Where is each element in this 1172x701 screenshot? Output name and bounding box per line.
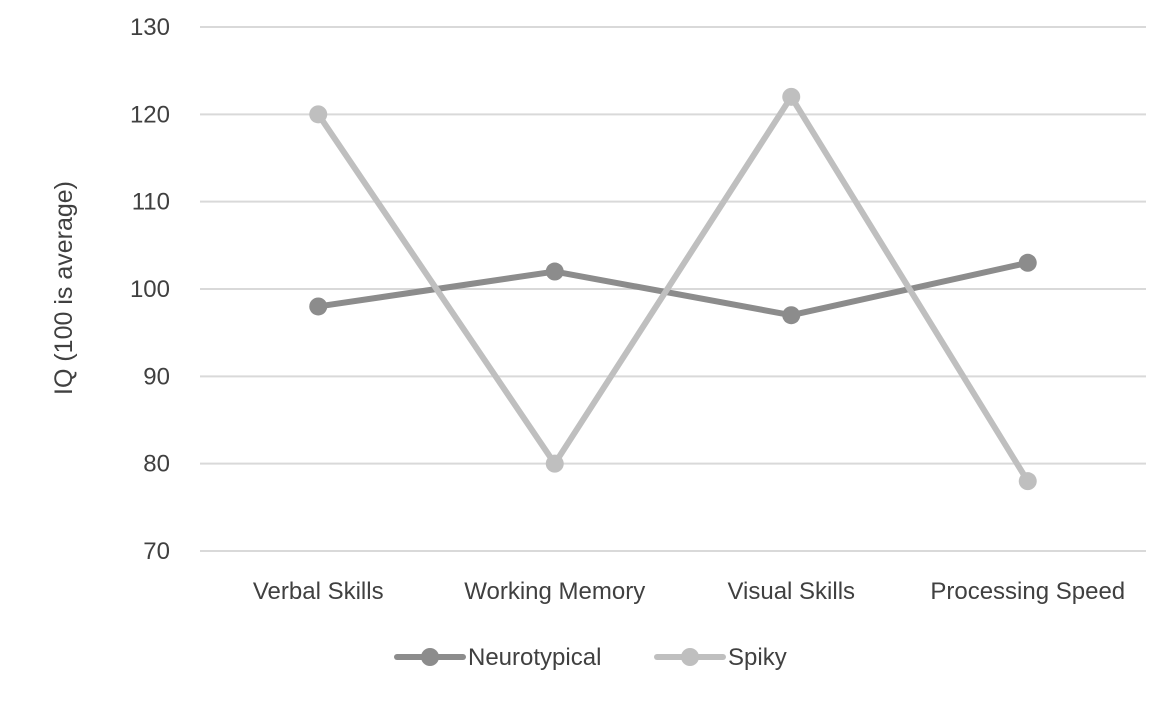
legend-label: Neurotypical [468,644,601,671]
y-tick-label: 130 [130,14,170,41]
y-tick-label: 90 [143,363,170,390]
legend-swatch-marker [421,648,439,666]
data-point-spiky [545,454,564,473]
legend-label: Spiky [728,644,787,671]
y-axis-ticks: 70 80 90 100 110 120 130 [130,14,170,565]
data-point-spiky [1018,472,1037,491]
x-tick-label: Visual Skills [727,578,855,605]
y-axis-title: IQ (100 is average) [50,181,78,395]
series-spiky [309,87,1037,491]
x-tick-label: Processing Speed [930,578,1125,605]
legend-item-neurotypical: Neurotypical [394,644,601,671]
x-axis-ticks: Verbal Skills Working Memory Visual Skills… [253,578,1125,605]
y-tick-label: 110 [132,189,170,216]
x-tick-label: Working Memory [464,578,645,605]
legend-swatch-marker [681,648,699,666]
series-line-spiky [315,93,1031,485]
data-point-neurotypical [782,306,801,325]
legend: Neurotypical Spiky [394,644,787,671]
y-tick-label: 120 [130,101,170,128]
x-tick-label: Verbal Skills [253,578,384,605]
y-tick-label: 100 [130,276,170,303]
series-layer [309,87,1037,491]
legend-item-spiky: Spiky [654,644,787,671]
data-point-spiky [782,87,801,106]
data-point-neurotypical [309,297,328,316]
y-tick-label: 70 [143,538,170,565]
data-point-spiky [309,105,328,124]
y-tick-label: 80 [143,451,170,478]
data-point-neurotypical [545,262,564,281]
data-point-neurotypical [1018,253,1037,272]
gridlines [200,26,1146,552]
